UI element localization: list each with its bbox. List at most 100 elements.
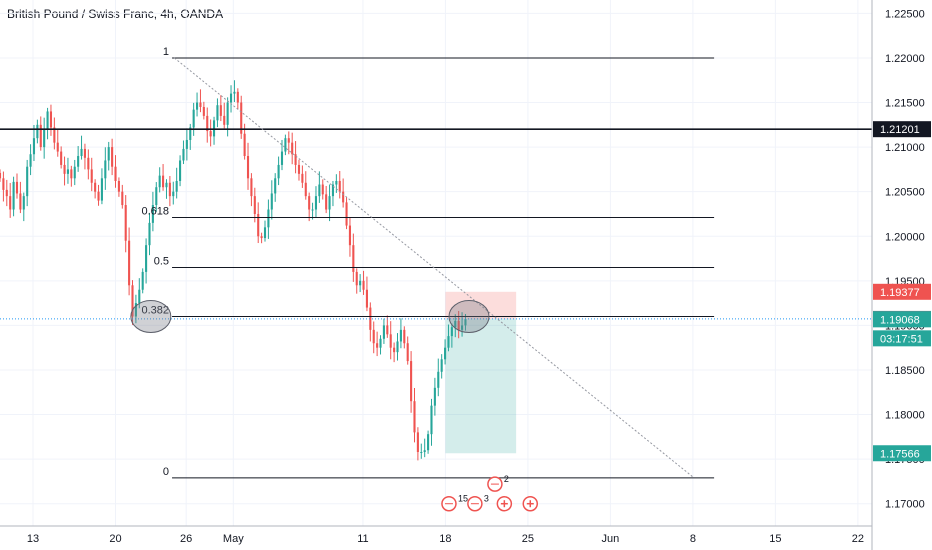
fib-level-label: 0.5 [154,255,169,267]
candle-body [416,432,419,453]
candle-body [457,320,460,330]
candle-body [257,213,260,237]
price-badge-label: 1.21201 [880,124,920,136]
candle-body [461,325,464,330]
candle-body [73,166,76,179]
trendline [174,57,694,478]
candle-body [9,196,12,210]
y-tick-label: 1.20000 [885,231,925,243]
candle-body [345,202,348,226]
candle-body [32,138,36,155]
candle-body [148,222,151,246]
candle-body [0,172,2,179]
candle-body [243,133,246,157]
candle-body [355,271,358,286]
candle-body [263,227,267,239]
candle-body [2,178,5,190]
price-badge [873,445,931,462]
x-tick-label: May [223,533,244,545]
candle-body [182,148,185,161]
candle-body [179,160,182,181]
candle-body [236,91,239,103]
candle-body [338,180,341,192]
price-badge-label: 03:17:51 [880,333,923,345]
x-tick-label: 20 [109,533,121,545]
candle-body [328,196,331,210]
price-badge [873,283,931,300]
candle-body [26,166,29,197]
candle-body [100,178,103,201]
candle-body [128,240,131,286]
candle-body [393,347,396,353]
event-markers[interactable]: 2 15 3 [441,474,539,512]
candle-body [185,139,188,149]
candle-body [12,181,15,210]
candle-body [172,191,175,197]
candle-body [440,359,443,372]
candle-body [189,127,192,140]
candle-body [80,148,83,157]
candle-body [240,102,243,134]
candle-body [423,450,426,453]
candle-body [464,319,467,326]
grid [0,0,872,526]
candle-body [165,182,168,188]
candle-body [19,193,22,210]
candle-body [138,289,141,304]
candle-body [274,178,277,194]
candle-body [83,148,86,158]
candle-body [382,325,385,339]
y-tick-label: 1.21000 [885,142,925,154]
candle-body [39,124,42,148]
fib-level-label: 0 [163,466,169,478]
candle-body [94,182,97,192]
candle-body [386,325,389,335]
candle-body [43,129,46,148]
price-badge-label: 1.17566 [880,448,920,460]
candle-body [314,196,318,210]
candle-body [413,401,416,433]
candle-body [56,142,59,152]
candle-body [107,147,110,161]
candle-body [437,371,440,388]
candle-body [379,338,382,348]
candle-body [145,245,148,272]
candle-body [270,193,273,210]
price-badge [873,121,931,138]
take-profit-zone [445,318,517,454]
candle-body [325,194,328,210]
candle-body [321,184,324,195]
candle-body [226,102,229,125]
candle-body [359,280,362,286]
candle-body [287,138,290,143]
candle-body [158,175,161,188]
candle-body [151,205,154,223]
candle-body [260,236,263,239]
candle-body [141,271,144,290]
candle-body [192,109,195,128]
candle-body [97,191,100,201]
candle-body [22,196,25,210]
candle-body [209,131,212,137]
candle-body [15,181,19,194]
candle-body [66,169,70,174]
candle-body [335,180,338,185]
candle-body [5,189,8,197]
price-badge-label: 1.19377 [880,287,920,299]
candle-body [36,124,39,139]
candle-body [155,187,158,206]
candle-body [420,452,423,454]
candle-body [447,336,450,348]
candle-body [63,164,66,174]
candle-body [433,387,436,406]
candle-body [216,105,219,121]
candle-body [406,343,409,362]
x-tick-label: 13 [27,533,39,545]
candle-body [304,182,307,197]
y-tick-label: 1.22500 [885,8,925,20]
candle-body [389,334,392,348]
candle-body [297,164,301,174]
candle-body [444,347,447,360]
candle-body [308,196,311,210]
